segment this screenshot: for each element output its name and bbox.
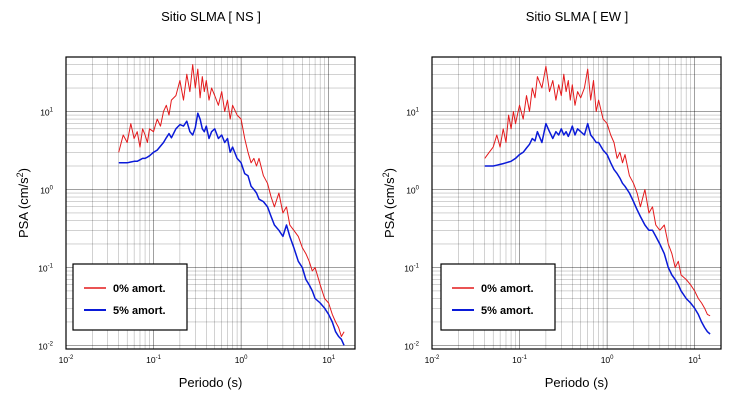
y-tick-label: 10-2 xyxy=(38,341,53,351)
y-tick-label-base: 10 xyxy=(38,263,48,273)
y-axis-title-sup: 2 xyxy=(15,172,25,177)
x-tick-label: 100 xyxy=(235,355,248,365)
y-tick-label-exp: 0 xyxy=(50,185,54,191)
x-tick-label: 101 xyxy=(688,355,701,365)
y-tick-label-base: 10 xyxy=(404,341,414,351)
y-tick-label: 10-1 xyxy=(404,263,419,273)
plot-frame xyxy=(431,56,722,350)
x-tick-label-exp: -1 xyxy=(522,355,528,361)
x-tick-label: 100 xyxy=(601,355,614,365)
series-line-undamped xyxy=(118,64,345,337)
y-tick-label-exp: 1 xyxy=(416,108,420,114)
y-tick-label-exp: -2 xyxy=(414,341,420,347)
legend-box xyxy=(72,263,188,331)
x-tick-label-base: 10 xyxy=(322,355,332,365)
chart-panel-ew: Sitio SLMA [ EW ]10-2 10-1 100 10110-210-11… xyxy=(381,9,722,390)
x-tick-label-exp: -1 xyxy=(156,355,162,361)
y-axis-title-sup: 2 xyxy=(381,172,391,177)
legend-label: 0% amort. xyxy=(113,283,166,295)
x-tick-label-exp: -2 xyxy=(434,355,440,361)
y-tick-label-exp: 0 xyxy=(416,185,420,191)
series-line-damped xyxy=(484,122,711,335)
x-tick-label-exp: 0 xyxy=(610,355,614,361)
x-tick-label-base: 10 xyxy=(688,355,698,365)
x-tick-label: 10-1 xyxy=(146,355,161,365)
grid xyxy=(65,56,356,350)
x-tick-label-base: 10 xyxy=(512,355,522,365)
legend-box xyxy=(440,263,556,331)
y-tick-label-base: 10 xyxy=(406,108,416,118)
legend: 0% amort. 5% amort. xyxy=(440,263,556,331)
x-tick-label: 101 xyxy=(322,355,335,365)
chart-title: Sitio SLMA [ EW ] xyxy=(526,9,629,24)
series-line-undamped xyxy=(484,65,711,317)
chart-title: Sitio SLMA [ NS ] xyxy=(161,9,261,24)
x-tick-label: 10-2 xyxy=(425,355,440,365)
chart-panel-ns: Sitio SLMA [ NS ]10-2 10-1 100 10110-210-11… xyxy=(15,9,356,390)
legend-label: 5% amort. xyxy=(481,305,534,317)
y-tick-label: 101 xyxy=(40,108,53,118)
y-tick-label: 10-2 xyxy=(404,341,419,351)
y-axis-title: PSA (cm/s2) xyxy=(15,168,31,238)
x-tick-label: 10-1 xyxy=(512,355,527,365)
y-tick-label-exp: 1 xyxy=(50,108,54,114)
y-tick-label: 100 xyxy=(40,185,53,195)
x-tick-label-base: 10 xyxy=(146,355,156,365)
y-axis-title-close: ) xyxy=(16,168,31,172)
y-axis-title-close: ) xyxy=(382,168,397,172)
x-axis-title: Periodo (s) xyxy=(179,375,243,390)
y-axis-title: PSA (cm/s2) xyxy=(381,168,397,238)
x-tick-label-base: 10 xyxy=(601,355,611,365)
y-axis-title-main: PSA (cm/s xyxy=(16,177,31,238)
y-tick-label-base: 10 xyxy=(40,185,50,195)
x-axis-title: Periodo (s) xyxy=(545,375,609,390)
y-tick-label: 10-1 xyxy=(38,263,53,273)
legend: 0% amort. 5% amort. xyxy=(72,263,188,331)
y-tick-label: 100 xyxy=(406,185,419,195)
x-tick-label: 10-2 xyxy=(59,355,74,365)
y-tick-label-exp: -1 xyxy=(414,263,420,269)
x-tick-label-base: 10 xyxy=(59,355,69,365)
y-tick-label-exp: -2 xyxy=(48,341,54,347)
y-tick-label-base: 10 xyxy=(406,185,416,195)
x-tick-label-exp: -2 xyxy=(68,355,74,361)
y-tick-label-exp: -1 xyxy=(48,263,54,269)
x-tick-label-exp: 1 xyxy=(698,355,702,361)
y-tick-label-base: 10 xyxy=(38,341,48,351)
y-tick-label-base: 10 xyxy=(404,263,414,273)
y-tick-label-base: 10 xyxy=(40,108,50,118)
plot-frame xyxy=(65,56,356,350)
x-tick-label-exp: 1 xyxy=(332,355,336,361)
series-line-damped xyxy=(118,112,345,346)
x-tick-label-base: 10 xyxy=(425,355,435,365)
y-tick-label: 101 xyxy=(406,108,419,118)
legend-label: 0% amort. xyxy=(481,283,534,295)
legend-label: 5% amort. xyxy=(113,305,166,317)
x-tick-label-base: 10 xyxy=(235,355,245,365)
y-axis-title-main: PSA (cm/s xyxy=(382,177,397,238)
x-tick-label-exp: 0 xyxy=(244,355,248,361)
